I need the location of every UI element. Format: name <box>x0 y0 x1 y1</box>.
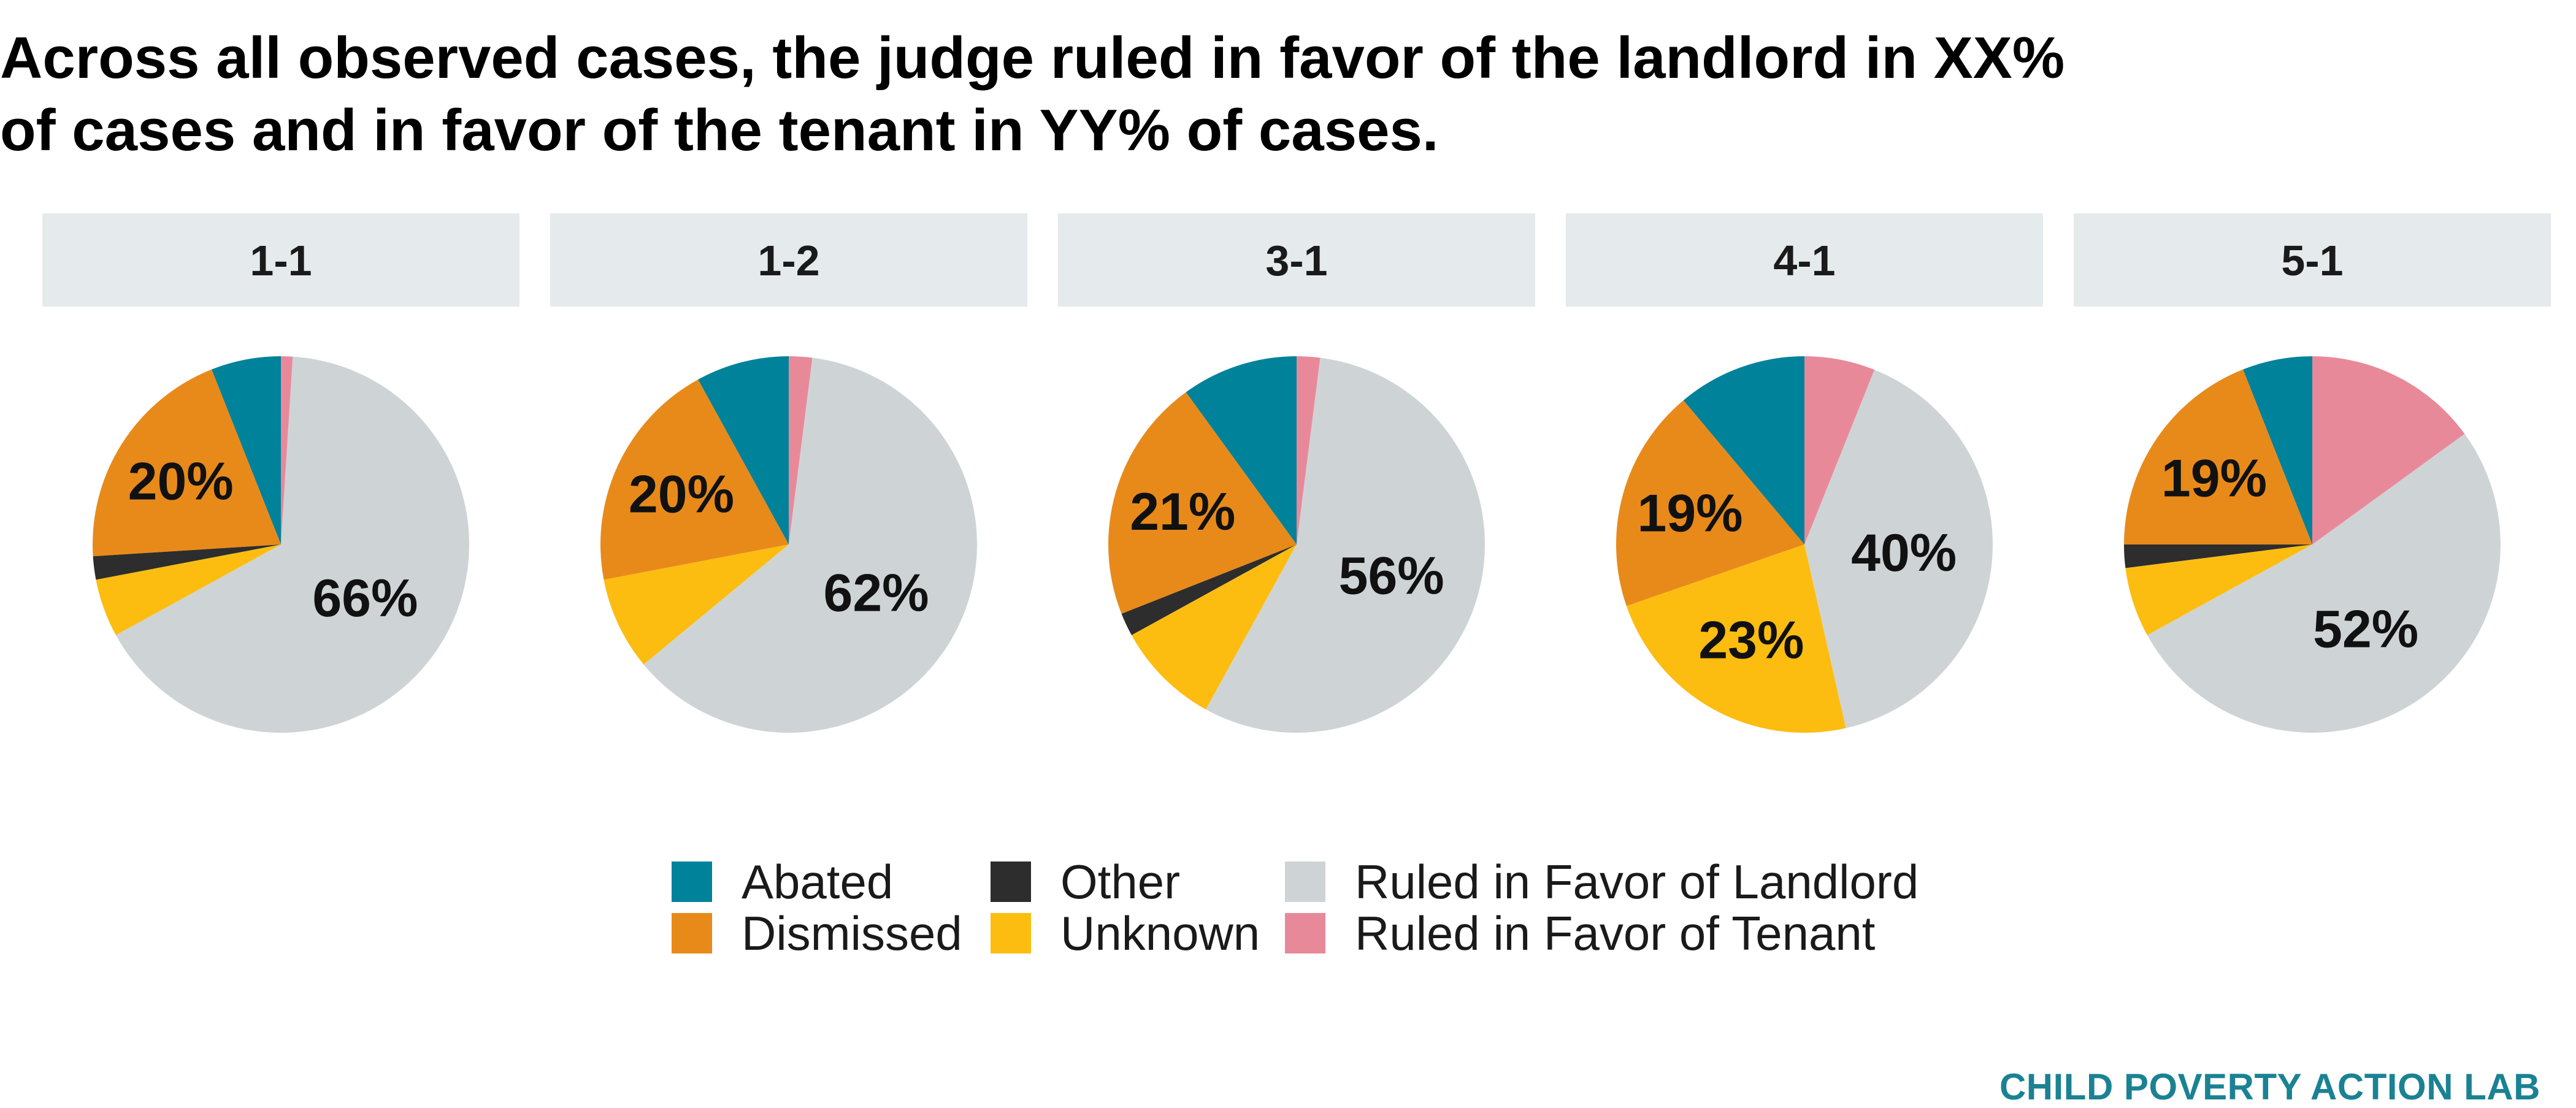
pie-slice-dismissed <box>1616 400 1804 606</box>
pie-slice-ruled-in-favor-of-landlord <box>643 357 977 733</box>
credit-text: CHILD POVERTY ACTION LAB <box>1999 1066 2540 1107</box>
legend-key-other <box>991 862 1031 902</box>
pie-slice-unknown <box>604 544 789 665</box>
legend-item-other: Other <box>991 855 1180 909</box>
data-label-ruled-in-favor-of-landlord: 66% <box>312 569 418 628</box>
pie-slice-dismissed <box>93 369 281 557</box>
pie-slice-other <box>2124 544 2312 568</box>
pie-facet-3-1: 3-1 21% 56% <box>1058 213 1535 733</box>
pie-slice-ruled-in-favor-of-landlord <box>1206 357 1485 733</box>
facet-strip-label: 4-1 <box>1773 237 1835 285</box>
data-label-unknown: 23% <box>1698 611 1804 670</box>
legend-item-tenant: Ruled in Favor of Tenant <box>1285 906 1876 960</box>
data-label-dismissed: 19% <box>2161 449 2267 508</box>
pie-slice-abated <box>1186 356 1297 544</box>
data-label-dismissed: 20% <box>128 452 234 511</box>
facet-strip <box>1058 213 1535 307</box>
pie-slice-ruled-in-favor-of-landlord <box>115 356 469 733</box>
data-label-ruled-in-favor-of-landlord: 62% <box>824 564 929 622</box>
legend-label-dismissed: Dismissed <box>742 906 962 960</box>
facet-strip-label: 5-1 <box>2281 237 2343 285</box>
facet-strip-label: 1-1 <box>250 237 312 285</box>
facet-strip-label: 3-1 <box>1265 237 1327 285</box>
pie-slice-ruled-in-favor-of-tenant <box>1804 356 1875 544</box>
data-label-dismissed: 19% <box>1638 484 1743 543</box>
data-label-dismissed: 20% <box>629 465 734 524</box>
pie-facet-1-1: 1-1 20% 66% <box>42 213 519 733</box>
chart-title-line-1: Across all observed cases, the judge rul… <box>0 25 2065 91</box>
legend-label-other: Other <box>1060 854 1181 909</box>
facet-strip <box>1566 213 2043 307</box>
pie-slice-unknown <box>1626 544 1846 733</box>
data-label-ruled-in-favor-of-landlord: 52% <box>2313 600 2418 659</box>
legend-label-landlord: Ruled in Favor of Landlord <box>1355 854 1919 909</box>
pie-facet-5-1: 5-1 19% 52% <box>2074 213 2551 733</box>
legend-label-unknown: Unknown <box>1060 906 1260 960</box>
facet-strip-label: 1-2 <box>757 237 819 285</box>
legend-key-dismissed <box>672 913 712 953</box>
pie-slice-unknown <box>2125 544 2312 635</box>
legend: Abated Dismissed Other Unknown Ruled in … <box>672 855 1960 971</box>
legend-key-abated <box>672 862 712 902</box>
pie-slice-abated <box>698 356 789 544</box>
legend-label-tenant: Ruled in Favor of Tenant <box>1355 906 1876 960</box>
facet-strip <box>42 213 519 307</box>
data-label-ruled-in-favor-of-landlord: 56% <box>1339 546 1444 605</box>
facet-strip <box>550 213 1027 307</box>
pie-slice-dismissed <box>2124 369 2312 544</box>
facet-strip <box>2074 213 2551 307</box>
data-label-ruled-in-favor-of-landlord: 40% <box>1851 524 1957 583</box>
legend-item-landlord: Ruled in Favor of Landlord <box>1285 855 1919 909</box>
chart-title-line-2: of cases and in favor of the tenant in Y… <box>0 97 1439 163</box>
pie-slice-ruled-in-favor-of-tenant <box>789 356 813 544</box>
pie-slice-abated <box>211 356 281 544</box>
legend-label-abated: Abated <box>742 854 894 909</box>
data-label-dismissed: 21% <box>1130 483 1235 541</box>
legend-item-abated: Abated <box>672 855 893 909</box>
legend-item-unknown: Unknown <box>991 906 1260 960</box>
pie-slice-dismissed <box>1108 392 1297 614</box>
chart-title: Across all observed cases, the judge rul… <box>0 22 2515 167</box>
legend-key-unknown <box>991 913 1031 953</box>
pie-slice-ruled-in-favor-of-tenant <box>2312 356 2465 544</box>
pie-facet-1-2: 1-2 20% 62% <box>550 213 1027 733</box>
legend-key-landlord <box>1285 862 1325 902</box>
legend-key-tenant <box>1285 913 1325 953</box>
pie-slice-dismissed <box>600 379 789 580</box>
pie-slice-ruled-in-favor-of-landlord <box>2147 434 2501 733</box>
pie-slice-ruled-in-favor-of-tenant <box>281 356 293 544</box>
pie-slice-unknown <box>96 544 281 635</box>
pie-slice-other <box>1121 544 1297 635</box>
legend-item-dismissed: Dismissed <box>672 906 962 960</box>
pie-slice-unknown <box>1131 544 1297 710</box>
pie-facet-4-1: 4-1 19% 23% 40% <box>1566 213 2043 733</box>
pie-slice-ruled-in-favor-of-tenant <box>1297 356 1321 544</box>
pie-slice-ruled-in-favor-of-landlord <box>1804 369 1993 728</box>
pie-slice-abated <box>1683 356 1804 544</box>
pie-slice-other <box>93 544 282 580</box>
pie-slice-abated <box>2242 356 2312 544</box>
